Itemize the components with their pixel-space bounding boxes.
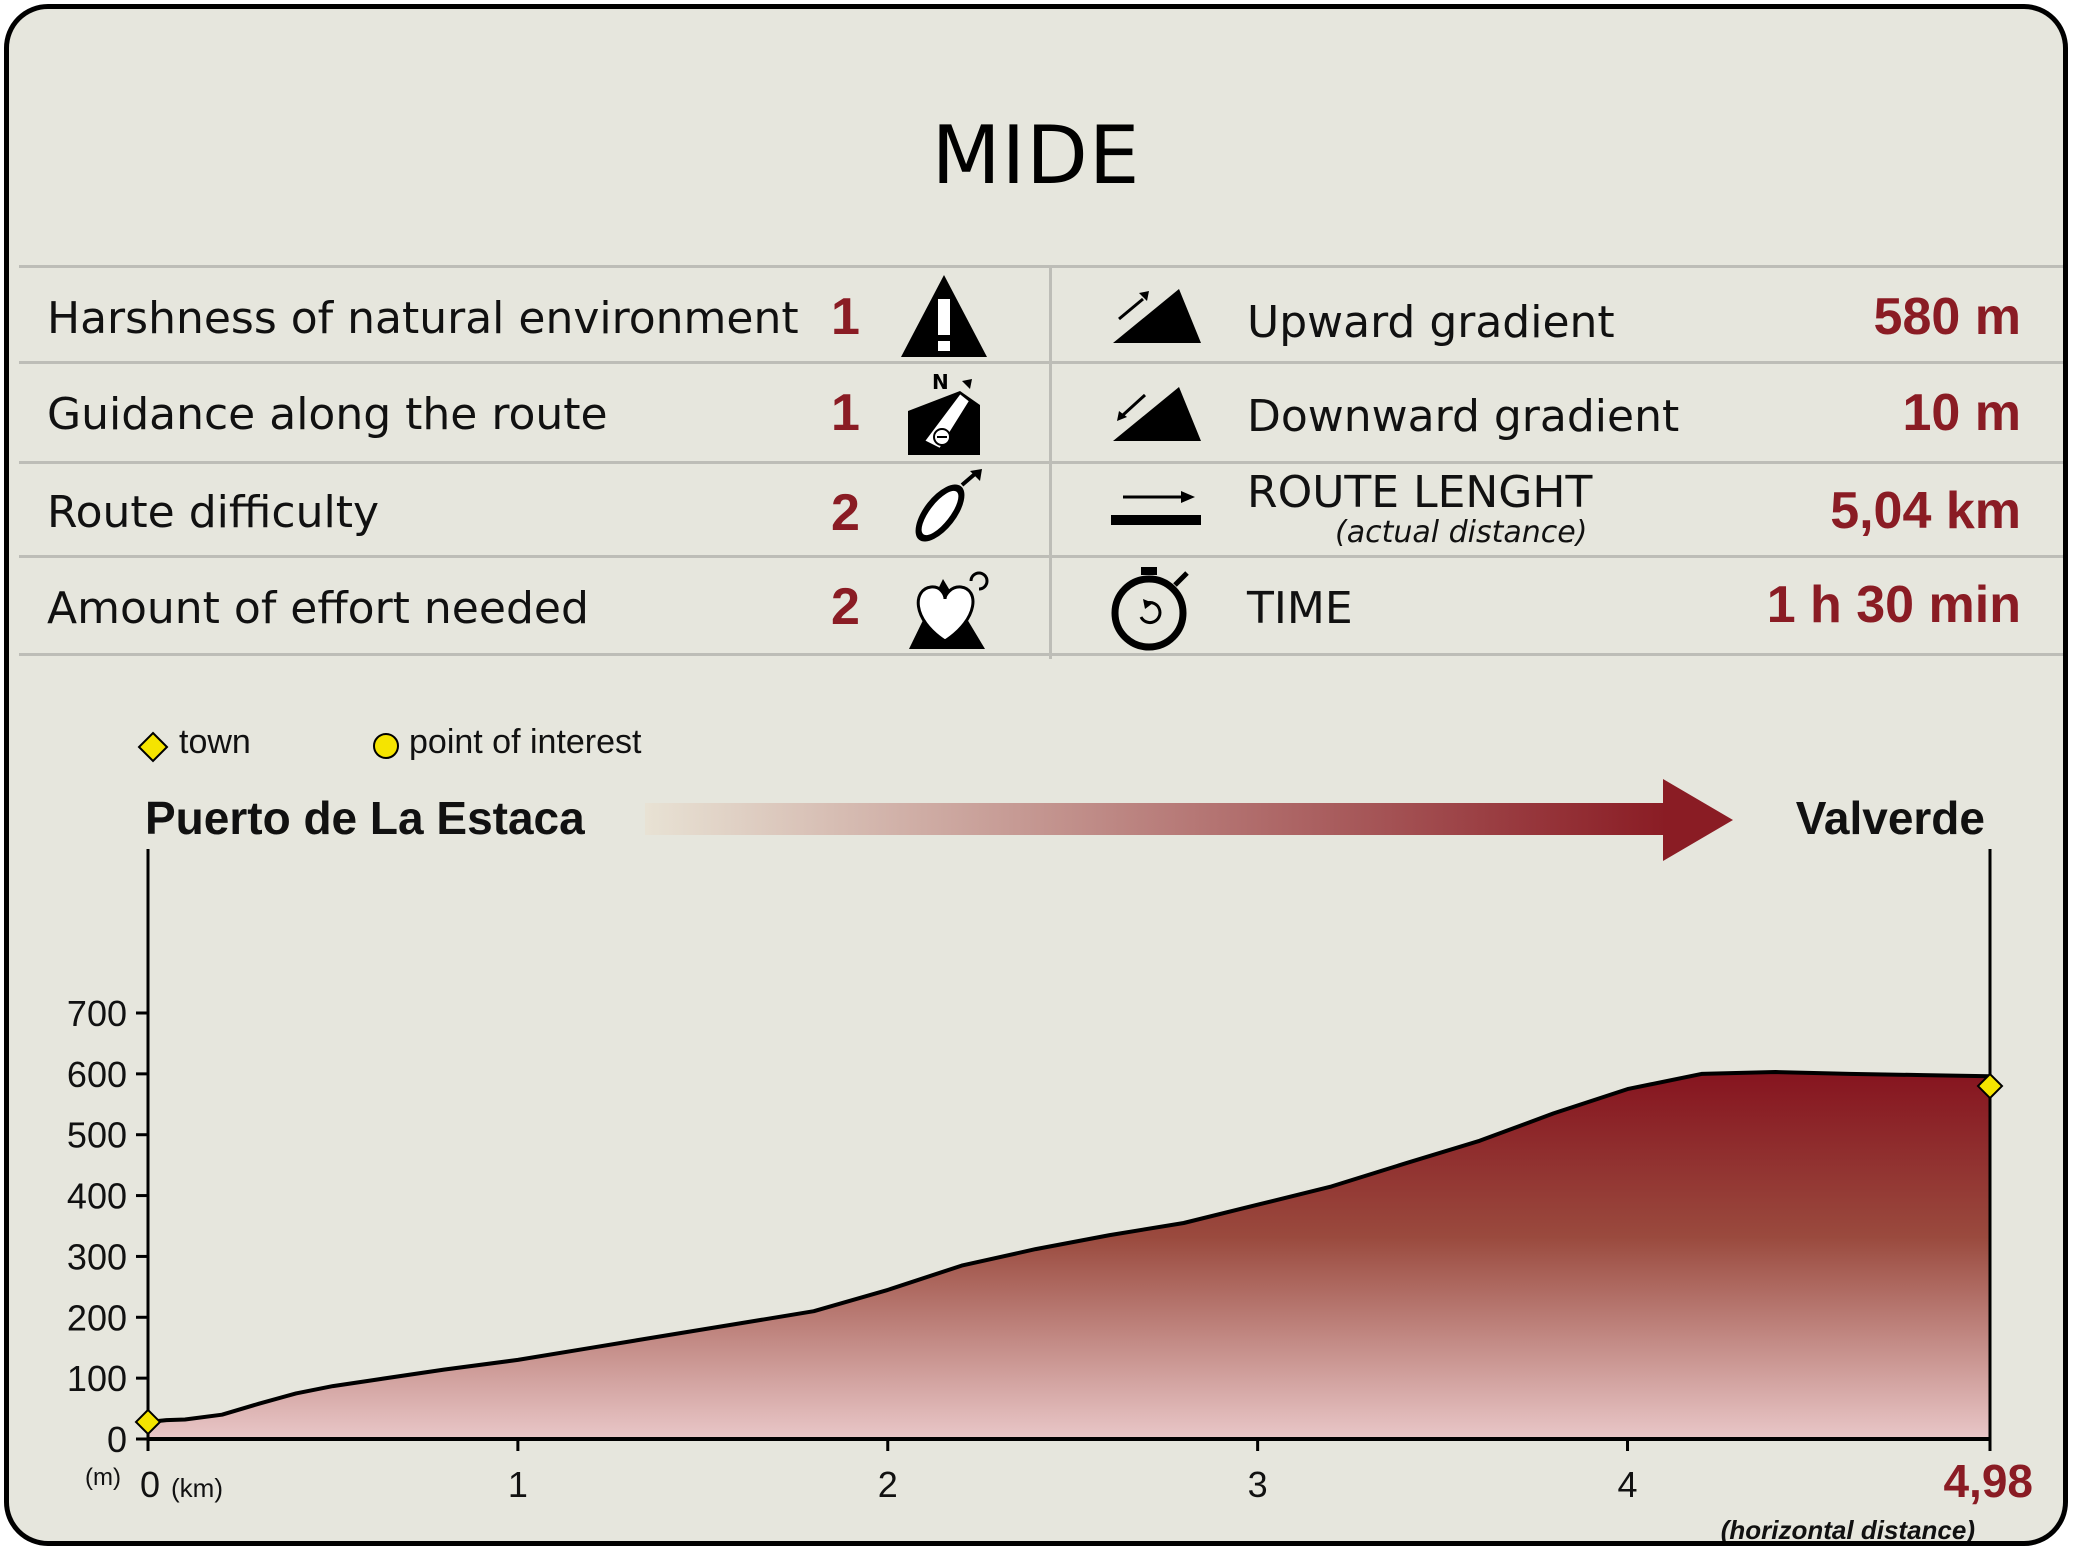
stopwatch-icon bbox=[1111, 567, 1189, 651]
elevation-area bbox=[148, 1072, 1990, 1439]
y-tick-label: 600 bbox=[67, 1054, 127, 1095]
elevation-chart: 0 100 200 300 400 500 600 700 (m) 0 1 2 3 4 (km) 4,98 (h… bbox=[67, 849, 2033, 1545]
footprint-icon bbox=[915, 469, 982, 542]
mide-value-harshness: 1 bbox=[831, 288, 860, 346]
divider bbox=[19, 653, 2063, 656]
y-tick-label: 0 bbox=[107, 1419, 127, 1460]
route-length-icon bbox=[1111, 491, 1201, 525]
warning-mountain-icon bbox=[901, 275, 987, 357]
y-tick-label: 300 bbox=[67, 1236, 127, 1277]
downward-gradient-icon bbox=[1113, 387, 1201, 441]
mide-card: MIDE Harshness of natural environment 1 … bbox=[4, 4, 2068, 1546]
stat-label-up: Upward gradient bbox=[1247, 297, 1615, 348]
x-note-label: (horizontal distance) bbox=[1721, 1515, 1975, 1545]
x-tick-label: 3 bbox=[1248, 1464, 1268, 1505]
stat-label-down: Downward gradient bbox=[1247, 391, 1680, 442]
x-tick-label: 4 bbox=[1618, 1464, 1638, 1505]
x-tick-label: 0 bbox=[140, 1464, 160, 1505]
mide-label-difficulty: Route difficulty bbox=[47, 487, 379, 538]
svg-text:N: N bbox=[932, 371, 949, 394]
y-tick-label: 400 bbox=[67, 1176, 127, 1217]
mide-label-effort: Amount of effort needed bbox=[47, 583, 589, 634]
mide-value-effort: 2 bbox=[831, 578, 860, 636]
stat-value-down: 10 m bbox=[1902, 384, 2021, 442]
mide-label-harshness: Harshness of natural environment bbox=[47, 293, 799, 344]
divider bbox=[19, 461, 2063, 464]
stat-sublabel-length: (actual distance) bbox=[1335, 515, 1588, 550]
divider bbox=[19, 361, 2063, 364]
elevation-line bbox=[147, 1070, 1991, 1424]
upward-gradient-icon bbox=[1113, 289, 1201, 343]
stat-value-length: 5,04 km bbox=[1830, 482, 2021, 540]
stat-value-time: 1 h 30 min bbox=[1766, 576, 2021, 634]
column-divider bbox=[1049, 267, 1052, 659]
mide-value-difficulty: 2 bbox=[831, 484, 860, 542]
town-marker-icon bbox=[134, 1408, 162, 1436]
page-title: MIDE bbox=[931, 109, 1141, 202]
stat-value-up: 580 m bbox=[1873, 288, 2021, 346]
stat-label-length: ROUTE LENGHT bbox=[1247, 467, 1593, 518]
start-place: Puerto de La Estaca bbox=[145, 792, 585, 844]
direction-arrow-icon bbox=[645, 779, 1733, 861]
stat-label-time: TIME bbox=[1247, 583, 1353, 634]
divider bbox=[19, 265, 2063, 268]
legend-town: town bbox=[179, 723, 251, 761]
poi-legend-icon bbox=[373, 733, 399, 759]
compass-route-icon: N bbox=[908, 371, 980, 455]
legend-poi: point of interest bbox=[409, 723, 642, 761]
x-tick-label: 1 bbox=[508, 1464, 528, 1505]
y-tick-label: 200 bbox=[67, 1297, 127, 1338]
x-tick-label: 2 bbox=[878, 1464, 898, 1505]
y-tick-label: 700 bbox=[67, 993, 127, 1034]
y-tick-label: 500 bbox=[67, 1115, 127, 1156]
end-place: Valverde bbox=[1795, 792, 1985, 844]
mide-value-guidance: 1 bbox=[831, 384, 860, 442]
divider bbox=[19, 555, 2063, 558]
x-end-label: 4,98 bbox=[1943, 1455, 2033, 1507]
town-legend-icon bbox=[137, 731, 169, 763]
town-marker-icon bbox=[1976, 1072, 2004, 1100]
heart-effort-icon bbox=[909, 571, 989, 649]
y-unit-label: (m) bbox=[85, 1464, 121, 1491]
mide-label-guidance: Guidance along the route bbox=[47, 389, 608, 440]
y-tick-label: 100 bbox=[67, 1358, 127, 1399]
x-unit-label: (km) bbox=[171, 1473, 223, 1503]
